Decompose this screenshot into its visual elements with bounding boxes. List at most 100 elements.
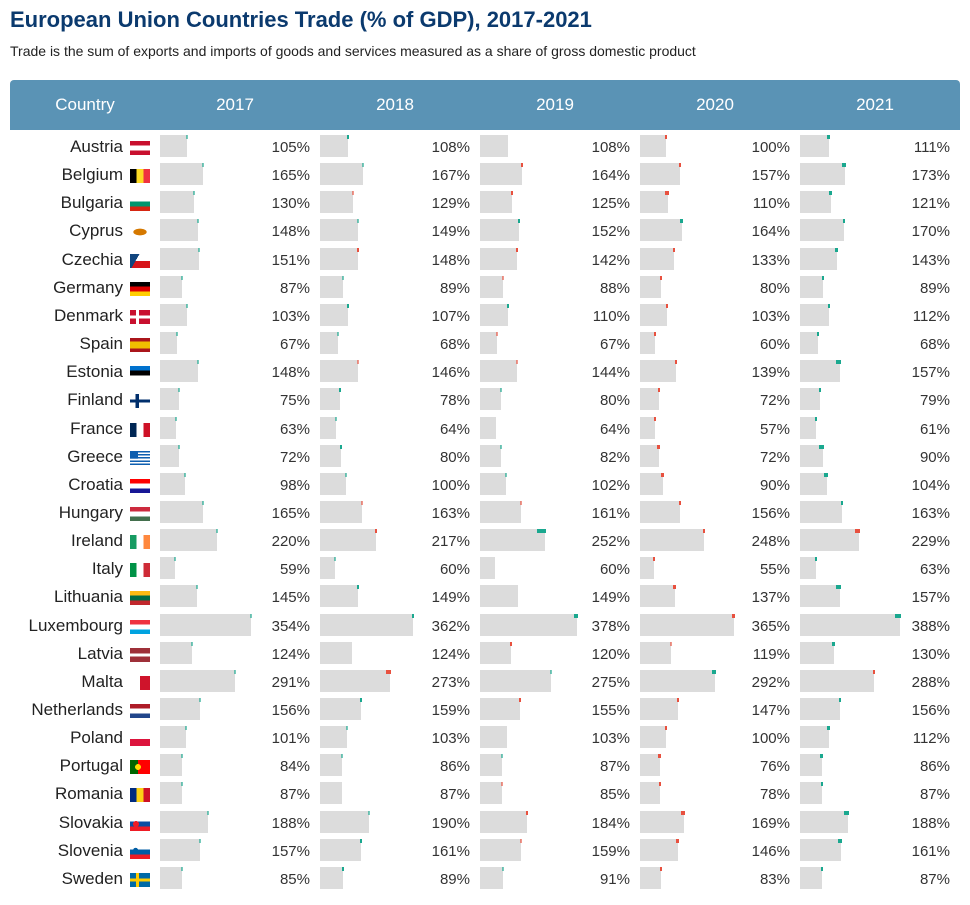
bar-2021[interactable] — [800, 613, 900, 636]
bar-2017[interactable] — [160, 416, 176, 439]
bar-2021[interactable] — [800, 332, 818, 355]
bar-2017[interactable] — [160, 247, 199, 270]
bar-2017[interactable] — [160, 500, 203, 523]
bar-2018[interactable] — [320, 613, 413, 636]
bar-2018[interactable] — [320, 416, 336, 439]
bar-2019[interactable] — [480, 613, 577, 636]
bar-2019[interactable] — [480, 332, 497, 355]
bar-2018[interactable] — [320, 191, 353, 214]
bar-2018[interactable] — [320, 866, 343, 889]
bar-2021[interactable] — [800, 247, 837, 270]
bar-2021[interactable] — [800, 219, 844, 242]
bar-2019[interactable] — [480, 303, 508, 326]
bar-2021[interactable] — [800, 585, 840, 608]
bar-2020[interactable] — [640, 219, 682, 242]
bar-2018[interactable] — [320, 585, 358, 608]
bar-2021[interactable] — [800, 810, 848, 833]
bar-2018[interactable] — [320, 500, 362, 523]
bar-2017[interactable] — [160, 444, 179, 467]
bar-2020[interactable] — [640, 641, 671, 664]
bar-2020[interactable] — [640, 754, 660, 777]
bar-2020[interactable] — [640, 529, 704, 552]
bar-2018[interactable] — [320, 247, 358, 270]
bar-2019[interactable] — [480, 219, 519, 242]
bar-2020[interactable] — [640, 810, 684, 833]
bar-2019[interactable] — [480, 191, 512, 214]
bar-2017[interactable] — [160, 303, 187, 326]
bar-2018[interactable] — [320, 726, 347, 749]
bar-2021[interactable] — [800, 698, 840, 720]
header-2020[interactable]: 2020 — [696, 95, 734, 114]
bar-2017[interactable] — [160, 191, 194, 214]
header-2021[interactable]: 2021 — [856, 95, 894, 114]
bar-2021[interactable] — [800, 669, 874, 692]
header-2017[interactable]: 2017 — [216, 95, 254, 114]
bar-2019[interactable] — [480, 247, 517, 270]
bar-2019[interactable] — [480, 810, 527, 833]
bar-2020[interactable] — [640, 191, 668, 214]
bar-2021[interactable] — [800, 163, 845, 186]
bar-2018[interactable] — [320, 332, 338, 355]
bar-2017[interactable] — [160, 135, 187, 157]
bar-2021[interactable] — [800, 275, 823, 298]
bar-2019[interactable] — [480, 754, 502, 777]
bar-2018[interactable] — [320, 135, 348, 157]
bar-2017[interactable] — [160, 529, 217, 552]
bar-2017[interactable] — [160, 472, 185, 495]
bar-2021[interactable] — [800, 754, 822, 777]
bar-2019[interactable] — [480, 585, 518, 608]
bar-2019[interactable] — [480, 726, 507, 749]
bar-2021[interactable] — [800, 388, 820, 411]
bar-2019[interactable] — [480, 388, 501, 411]
bar-2018[interactable] — [320, 782, 342, 805]
bar-2017[interactable] — [160, 754, 182, 777]
bar-2019[interactable] — [480, 641, 511, 664]
bar-2019[interactable] — [480, 444, 501, 467]
bar-2018[interactable] — [320, 641, 352, 664]
bar-2020[interactable] — [640, 275, 661, 298]
bar-2018[interactable] — [320, 219, 358, 242]
bar-2017[interactable] — [160, 163, 203, 186]
bar-2020[interactable] — [640, 163, 680, 186]
bar-2019[interactable] — [480, 360, 517, 383]
bar-2018[interactable] — [320, 754, 342, 777]
bar-2018[interactable] — [320, 838, 361, 861]
bar-2020[interactable] — [640, 247, 674, 270]
bar-2019[interactable] — [480, 472, 506, 495]
bar-2018[interactable] — [320, 557, 335, 580]
bar-2020[interactable] — [640, 444, 659, 467]
bar-2020[interactable] — [640, 726, 666, 749]
bar-2020[interactable] — [640, 866, 661, 889]
bar-2018[interactable] — [320, 388, 340, 411]
bar-2020[interactable] — [640, 613, 734, 636]
bar-2020[interactable] — [640, 838, 678, 861]
bar-2020[interactable] — [640, 388, 659, 411]
bar-2018[interactable] — [320, 444, 341, 467]
bar-2018[interactable] — [320, 303, 348, 326]
bar-2019[interactable] — [480, 529, 545, 552]
bar-2017[interactable] — [160, 726, 186, 749]
bar-2021[interactable] — [800, 782, 822, 805]
bar-2017[interactable] — [160, 275, 182, 298]
bar-2017[interactable] — [160, 866, 182, 889]
bar-2020[interactable] — [640, 500, 680, 523]
bar-2021[interactable] — [800, 641, 834, 664]
bar-2020[interactable] — [640, 303, 667, 326]
bar-2017[interactable] — [160, 360, 198, 383]
bar-2021[interactable] — [800, 303, 829, 326]
bar-2020[interactable] — [640, 135, 666, 157]
bar-2020[interactable] — [640, 416, 655, 439]
bar-2019[interactable] — [480, 163, 522, 186]
bar-2018[interactable] — [320, 472, 346, 495]
bar-2017[interactable] — [160, 698, 200, 720]
bar-2020[interactable] — [640, 585, 675, 608]
header-country[interactable]: Country — [55, 95, 115, 114]
bar-2019[interactable] — [480, 838, 521, 861]
bar-2018[interactable] — [320, 360, 358, 383]
bar-2020[interactable] — [640, 472, 663, 495]
bar-2020[interactable] — [640, 557, 654, 580]
bar-2017[interactable] — [160, 669, 235, 692]
bar-2017[interactable] — [160, 557, 175, 580]
bar-2019[interactable] — [480, 698, 520, 720]
bar-2021[interactable] — [800, 726, 829, 749]
